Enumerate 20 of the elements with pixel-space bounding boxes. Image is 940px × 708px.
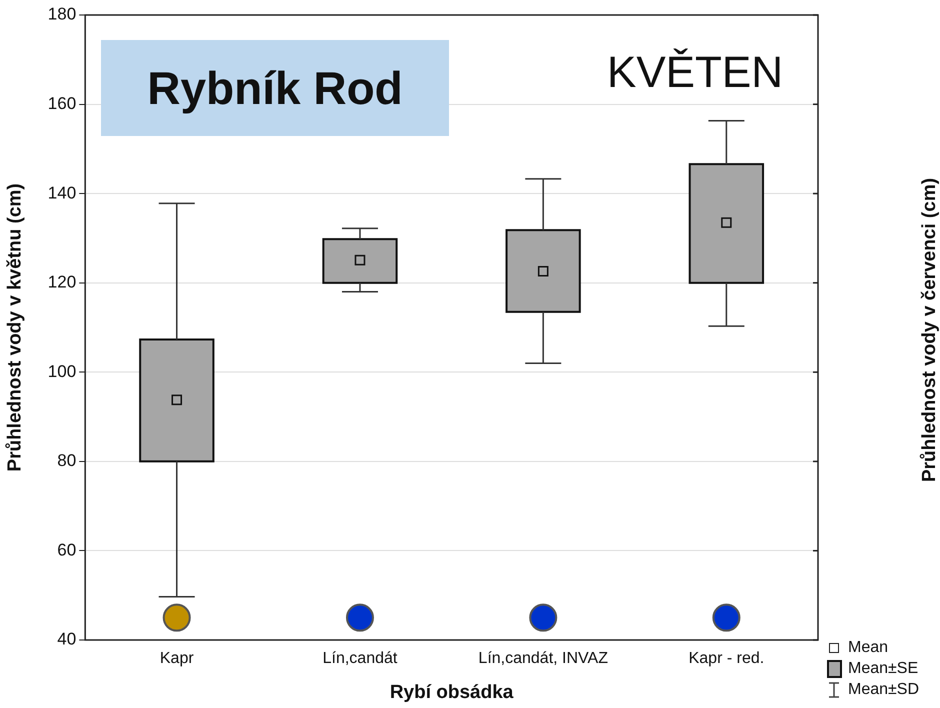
y-tick-label: 160 (48, 94, 76, 113)
x-tick-label: Lín,candát (322, 650, 398, 668)
y-tick-label: 100 (48, 362, 76, 381)
y-tick-label: 60 (57, 540, 76, 560)
x-tick-label: Kapr - red. (688, 650, 764, 668)
y-tick-label: 180 (48, 4, 76, 24)
y-tick-label: 140 (48, 183, 76, 202)
annotation: KVĚTEN (606, 48, 784, 98)
text: Rybník Rod (101, 40, 449, 136)
text: Průhlednost vody v červenci (cm) (919, 178, 940, 482)
text: Mean±SE (848, 659, 918, 679)
x-tick-label: Kapr (160, 650, 194, 668)
y-axis-title: Průhlednost vody v květnu (cm) (4, 183, 26, 472)
text: Mean (848, 638, 888, 658)
y-tick-label: 40 (57, 630, 76, 649)
x-tick-label: Lín,candát, INVAZ (478, 650, 608, 668)
x-axis-title: Rybí obsádka (390, 682, 514, 703)
y-tick-label: 80 (57, 451, 76, 470)
text: Mean±SD (848, 680, 920, 700)
y-tick-label: 120 (48, 272, 76, 292)
